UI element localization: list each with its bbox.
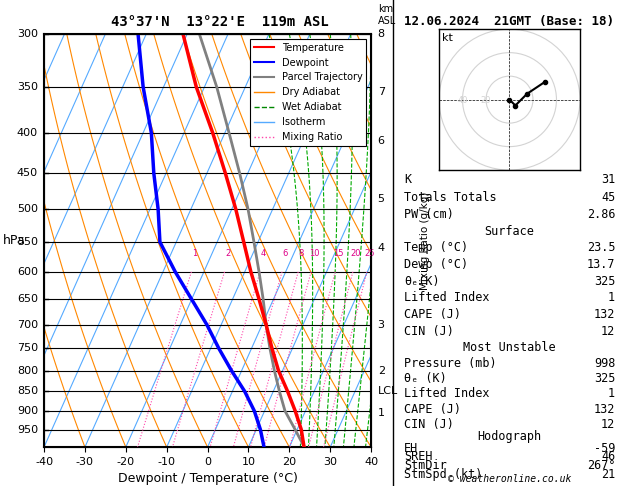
Text: StmDir: StmDir	[404, 459, 447, 472]
Text: 12: 12	[601, 325, 615, 338]
Text: Dewp (°C): Dewp (°C)	[404, 258, 468, 271]
Text: 4: 4	[377, 243, 385, 253]
Text: 13.7: 13.7	[587, 258, 615, 271]
Text: EH: EH	[404, 442, 418, 455]
Text: 650: 650	[17, 295, 38, 304]
Text: 12.06.2024  21GMT (Base: 18): 12.06.2024 21GMT (Base: 18)	[404, 15, 615, 28]
Text: 325: 325	[594, 372, 615, 385]
Text: 450: 450	[17, 168, 38, 178]
Text: hPa: hPa	[3, 234, 26, 247]
Text: 20: 20	[481, 96, 491, 105]
Text: K: K	[404, 173, 411, 186]
Text: 10: 10	[309, 249, 320, 258]
Text: 550: 550	[17, 237, 38, 247]
Text: 20: 20	[350, 249, 361, 258]
Text: 500: 500	[17, 204, 38, 214]
Text: 1: 1	[608, 387, 615, 400]
Text: CAPE (J): CAPE (J)	[404, 308, 461, 321]
Text: kt: kt	[442, 34, 453, 43]
Text: -59: -59	[594, 442, 615, 455]
Text: 132: 132	[594, 403, 615, 416]
Text: 1: 1	[608, 292, 615, 304]
Text: 25: 25	[365, 249, 375, 258]
Text: 400: 400	[17, 128, 38, 138]
Text: 43°37'N  13°22'E  119m ASL: 43°37'N 13°22'E 119m ASL	[111, 15, 329, 29]
Text: 700: 700	[17, 320, 38, 330]
Text: θₑ (K): θₑ (K)	[404, 372, 447, 385]
Text: CIN (J): CIN (J)	[404, 325, 454, 338]
Text: 7: 7	[377, 87, 385, 97]
Text: 950: 950	[17, 424, 38, 434]
Text: Temp (°C): Temp (°C)	[404, 242, 468, 254]
Text: km
ASL: km ASL	[377, 4, 396, 26]
Text: LCL: LCL	[377, 386, 398, 397]
Text: 8: 8	[377, 29, 385, 39]
Text: 300: 300	[17, 29, 38, 39]
Text: θₑ(K): θₑ(K)	[404, 275, 440, 288]
Text: 6: 6	[377, 136, 385, 146]
Text: Lifted Index: Lifted Index	[404, 292, 489, 304]
Text: 12: 12	[601, 418, 615, 431]
Text: 600: 600	[17, 267, 38, 277]
Legend: Temperature, Dewpoint, Parcel Trajectory, Dry Adiabat, Wet Adiabat, Isotherm, Mi: Temperature, Dewpoint, Parcel Trajectory…	[250, 39, 366, 146]
Text: 132: 132	[594, 308, 615, 321]
Text: 350: 350	[17, 82, 38, 92]
Text: 3: 3	[377, 320, 385, 330]
X-axis label: Dewpoint / Temperature (°C): Dewpoint / Temperature (°C)	[118, 472, 298, 486]
Text: 750: 750	[17, 344, 38, 353]
Text: 325: 325	[594, 275, 615, 288]
Text: 2: 2	[225, 249, 231, 258]
Text: 267°: 267°	[587, 459, 615, 472]
Text: Most Unstable: Most Unstable	[463, 341, 556, 354]
Text: 21: 21	[601, 468, 615, 481]
Text: 998: 998	[594, 357, 615, 369]
Text: 900: 900	[17, 406, 38, 416]
Text: 46: 46	[601, 451, 615, 464]
Text: 850: 850	[17, 386, 38, 397]
Text: 4: 4	[261, 249, 266, 258]
Text: Lifted Index: Lifted Index	[404, 387, 489, 400]
Text: Pressure (mb): Pressure (mb)	[404, 357, 496, 369]
Text: Totals Totals: Totals Totals	[404, 191, 496, 204]
Text: 1: 1	[377, 408, 385, 418]
Text: 31: 31	[601, 173, 615, 186]
Text: Mixing Ratio (g/kg): Mixing Ratio (g/kg)	[420, 191, 430, 290]
Text: StmSpd (kt): StmSpd (kt)	[404, 468, 482, 481]
Text: 1: 1	[192, 249, 198, 258]
Text: 6: 6	[282, 249, 288, 258]
Text: 800: 800	[17, 365, 38, 376]
Text: 8: 8	[299, 249, 304, 258]
Text: 45: 45	[601, 191, 615, 204]
Text: Surface: Surface	[484, 226, 535, 239]
Text: 2.86: 2.86	[587, 208, 615, 222]
Text: SREH: SREH	[404, 451, 432, 464]
Text: 23.5: 23.5	[587, 242, 615, 254]
Text: CIN (J): CIN (J)	[404, 418, 454, 431]
Text: CAPE (J): CAPE (J)	[404, 403, 461, 416]
Text: 15: 15	[333, 249, 343, 258]
Text: PW (cm): PW (cm)	[404, 208, 454, 222]
Text: 2: 2	[377, 365, 385, 376]
Text: 40: 40	[457, 96, 468, 105]
Text: © weatheronline.co.uk: © weatheronline.co.uk	[448, 473, 571, 484]
Text: 5: 5	[377, 194, 385, 204]
Text: Hodograph: Hodograph	[477, 431, 542, 443]
